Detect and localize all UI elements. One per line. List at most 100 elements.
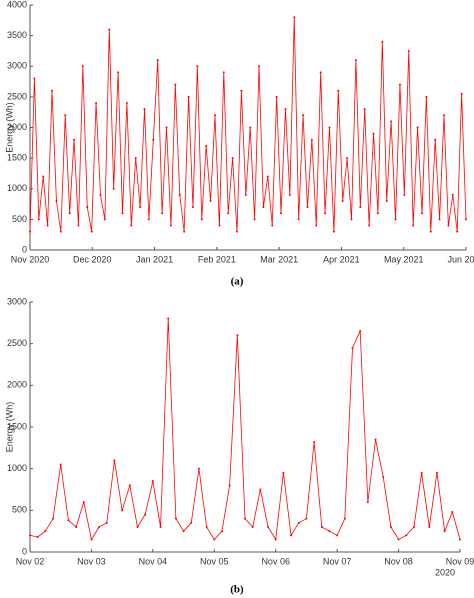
x-tick-label: Nov 03	[77, 556, 106, 566]
point	[228, 484, 231, 487]
y-tick-label: 1000	[7, 183, 27, 193]
point	[438, 218, 441, 221]
point	[218, 224, 221, 227]
point	[77, 224, 80, 227]
point	[343, 517, 346, 520]
caption: (a)	[231, 276, 244, 288]
point	[144, 513, 147, 516]
point	[350, 218, 353, 221]
point	[103, 218, 106, 221]
y-tick-label: 0	[22, 244, 27, 254]
point	[412, 224, 415, 227]
point	[161, 212, 164, 215]
point	[187, 95, 190, 98]
point	[324, 212, 327, 215]
series-line	[29, 17, 467, 232]
point	[46, 224, 49, 227]
y-tick-label: 1500	[7, 421, 27, 431]
point	[447, 224, 450, 227]
point	[420, 212, 423, 215]
point	[68, 212, 71, 215]
point	[81, 65, 84, 68]
point	[136, 526, 139, 528]
point	[196, 65, 199, 68]
point	[451, 511, 454, 513]
series-line	[29, 318, 461, 541]
x-tick-label: Nov 07	[323, 556, 352, 566]
point	[169, 224, 172, 227]
point	[366, 501, 369, 503]
x-tick-label: Dec 2020	[73, 254, 112, 264]
point	[227, 212, 230, 215]
point	[200, 218, 203, 221]
y-tick-label: 500	[12, 214, 27, 224]
y-tick-label: 2000	[7, 380, 27, 390]
point	[174, 517, 177, 520]
point	[368, 224, 371, 227]
point	[59, 230, 62, 233]
point	[420, 471, 423, 474]
point	[403, 193, 406, 196]
point	[36, 536, 39, 538]
point	[290, 534, 293, 537]
point	[152, 138, 155, 141]
point	[275, 95, 278, 98]
point	[240, 89, 243, 92]
point	[182, 530, 185, 533]
point	[82, 501, 85, 503]
y-tick-label: 4000	[7, 0, 27, 9]
point	[174, 83, 177, 86]
point	[253, 218, 256, 221]
point	[297, 521, 300, 524]
point	[51, 89, 54, 92]
point	[259, 488, 262, 491]
point	[235, 230, 238, 233]
point	[451, 193, 454, 196]
caption: (b)	[230, 584, 244, 596]
point	[416, 126, 419, 129]
y-tick-label: 1500	[7, 153, 27, 163]
point	[397, 538, 400, 541]
y-tick-label: 2000	[7, 122, 27, 132]
point	[98, 526, 101, 528]
point	[251, 526, 254, 528]
point	[209, 200, 212, 202]
x-tick-label: Nov 08	[384, 556, 413, 566]
point	[64, 114, 67, 117]
x-tick-label: Feb 2021	[198, 254, 236, 264]
point	[73, 138, 76, 141]
point	[178, 193, 181, 196]
point	[29, 230, 31, 233]
point	[33, 77, 36, 80]
point	[75, 526, 78, 528]
y-tick-label: 3500	[7, 30, 27, 40]
point	[465, 218, 467, 221]
point	[346, 157, 349, 160]
point	[434, 138, 437, 141]
point	[191, 206, 194, 209]
y-tick-label: 3000	[7, 61, 27, 71]
point	[220, 530, 223, 533]
point	[359, 330, 362, 333]
point	[336, 534, 339, 537]
y-tick-label: 0	[22, 546, 27, 556]
point	[332, 230, 335, 233]
point	[262, 206, 265, 209]
point	[310, 138, 313, 141]
point	[258, 65, 261, 68]
point	[459, 538, 461, 541]
point	[52, 517, 55, 520]
y-tick-label: 500	[12, 505, 27, 515]
point	[99, 193, 102, 196]
x-tick-label: Mar 2021	[260, 254, 298, 264]
point	[425, 95, 428, 98]
point	[282, 471, 285, 474]
point	[90, 230, 93, 233]
point	[456, 230, 459, 233]
point	[267, 526, 270, 528]
point	[86, 206, 89, 209]
point	[134, 157, 137, 160]
x-tick-label: Apr 2021	[323, 254, 360, 264]
point	[284, 108, 287, 111]
